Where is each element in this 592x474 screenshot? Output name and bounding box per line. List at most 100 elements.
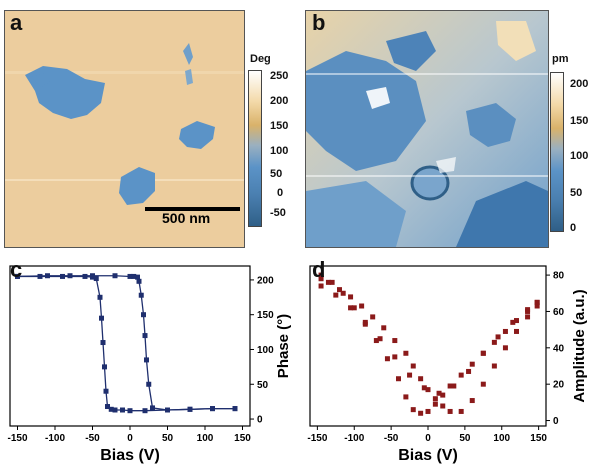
data-point bbox=[318, 276, 324, 282]
x-tick-label: -50 bbox=[85, 433, 100, 444]
panel-label-a: a bbox=[10, 10, 23, 35]
data-point bbox=[502, 345, 508, 351]
data-point bbox=[440, 403, 446, 409]
data-point bbox=[384, 356, 390, 362]
data-point bbox=[480, 381, 486, 387]
data-point bbox=[421, 385, 427, 391]
data-point bbox=[232, 406, 238, 412]
colorbar-b-tick: 0 bbox=[570, 222, 577, 234]
x-tick-label: 150 bbox=[530, 433, 547, 444]
data-point bbox=[138, 292, 144, 298]
panel-b: b pm 200 150 100 50 0 bbox=[300, 0, 592, 250]
data-point bbox=[491, 363, 497, 369]
colorbar-a bbox=[248, 70, 262, 227]
data-point bbox=[150, 405, 155, 411]
phase-map bbox=[4, 10, 245, 248]
data-point bbox=[407, 372, 413, 378]
data-point bbox=[351, 305, 357, 311]
series-line bbox=[17, 275, 235, 411]
data-point bbox=[447, 408, 453, 414]
y-tick-label: 150 bbox=[257, 310, 274, 321]
colorbar-b-tick: 150 bbox=[570, 115, 589, 127]
data-point bbox=[142, 333, 148, 339]
data-point bbox=[534, 303, 540, 309]
x-tick-label: 150 bbox=[234, 433, 251, 444]
x-tick-label: 50 bbox=[459, 433, 471, 444]
data-point bbox=[514, 318, 519, 324]
data-point bbox=[381, 325, 387, 331]
data-point bbox=[525, 314, 531, 320]
data-point bbox=[480, 350, 486, 356]
data-point bbox=[340, 290, 346, 296]
x-axis-label: Bias (V) bbox=[398, 447, 458, 464]
data-point bbox=[436, 390, 442, 396]
panel-c: -150 -100 -50 0 50 100 150 0 50 100 150 200 Bias (V)… bbox=[0, 252, 300, 469]
data-point bbox=[82, 273, 88, 279]
y-tick-label: 100 bbox=[257, 345, 274, 356]
data-point bbox=[373, 338, 379, 344]
data-point bbox=[131, 273, 137, 279]
colorbar-a-tick: 150 bbox=[270, 120, 289, 132]
data-point bbox=[108, 406, 114, 412]
colorbar-a-tick: 200 bbox=[270, 95, 289, 107]
data-point bbox=[318, 272, 324, 278]
data-point bbox=[410, 407, 416, 413]
x-tick-label: -100 bbox=[344, 433, 364, 444]
colorbar-a-tick: 50 bbox=[270, 168, 283, 180]
data-point bbox=[432, 401, 438, 407]
data-point bbox=[146, 381, 152, 387]
phase-hysteresis-chart: -150 -100 -50 0 50 100 150 0 50 100 150 200 Bias (V)… bbox=[7, 265, 292, 464]
data-point bbox=[127, 273, 133, 279]
x-tick-label: 50 bbox=[162, 433, 174, 444]
data-point bbox=[187, 406, 193, 412]
data-point bbox=[514, 328, 519, 334]
data-point bbox=[458, 408, 464, 414]
x-tick-label: -150 bbox=[7, 433, 27, 444]
phase-map-image bbox=[5, 11, 244, 247]
amplitude-map-image bbox=[306, 11, 548, 247]
x-tick-label: 0 bbox=[425, 433, 431, 444]
data-point bbox=[136, 278, 142, 284]
data-point bbox=[392, 338, 398, 344]
y-axis-label: Phase (°) bbox=[275, 314, 292, 378]
data-point bbox=[102, 364, 107, 370]
data-point bbox=[469, 361, 475, 367]
data-point bbox=[425, 387, 431, 393]
series-line bbox=[17, 275, 235, 412]
y-axis-label: Amplitude (a.u.) bbox=[571, 289, 588, 402]
amplitude-map bbox=[305, 10, 549, 248]
data-point bbox=[318, 283, 324, 289]
x-axis-label: Bias (V) bbox=[100, 447, 160, 464]
y-tick-label: 0 bbox=[257, 415, 263, 426]
data-point bbox=[534, 299, 540, 305]
data-point bbox=[451, 383, 457, 389]
data-point bbox=[510, 319, 516, 325]
scalebar-label: 500 nm bbox=[162, 210, 211, 226]
data-point bbox=[99, 315, 104, 321]
x-tick-label: 100 bbox=[197, 433, 214, 444]
data-point bbox=[495, 334, 501, 340]
data-point bbox=[403, 350, 409, 356]
data-point bbox=[141, 312, 146, 318]
colorbar-a-tick: -50 bbox=[270, 207, 286, 219]
data-point bbox=[458, 372, 464, 378]
data-point bbox=[112, 407, 118, 413]
data-point bbox=[502, 328, 508, 334]
plot-frame bbox=[309, 265, 547, 427]
x-tick-label: 0 bbox=[127, 433, 133, 444]
data-point bbox=[103, 388, 109, 394]
data-point bbox=[97, 294, 103, 300]
data-point bbox=[370, 314, 376, 320]
data-point bbox=[112, 273, 118, 279]
x-tick-label: -150 bbox=[307, 433, 327, 444]
data-point bbox=[165, 407, 170, 413]
data-point bbox=[45, 273, 50, 279]
data-point bbox=[105, 404, 110, 410]
colorbar-a-tick: 0 bbox=[277, 187, 284, 199]
x-tick-label: 100 bbox=[493, 433, 510, 444]
data-point bbox=[432, 396, 438, 402]
data-point bbox=[127, 408, 133, 414]
data-point bbox=[329, 279, 335, 285]
colorbar-b-tick: 50 bbox=[570, 187, 583, 199]
data-point bbox=[403, 394, 409, 400]
